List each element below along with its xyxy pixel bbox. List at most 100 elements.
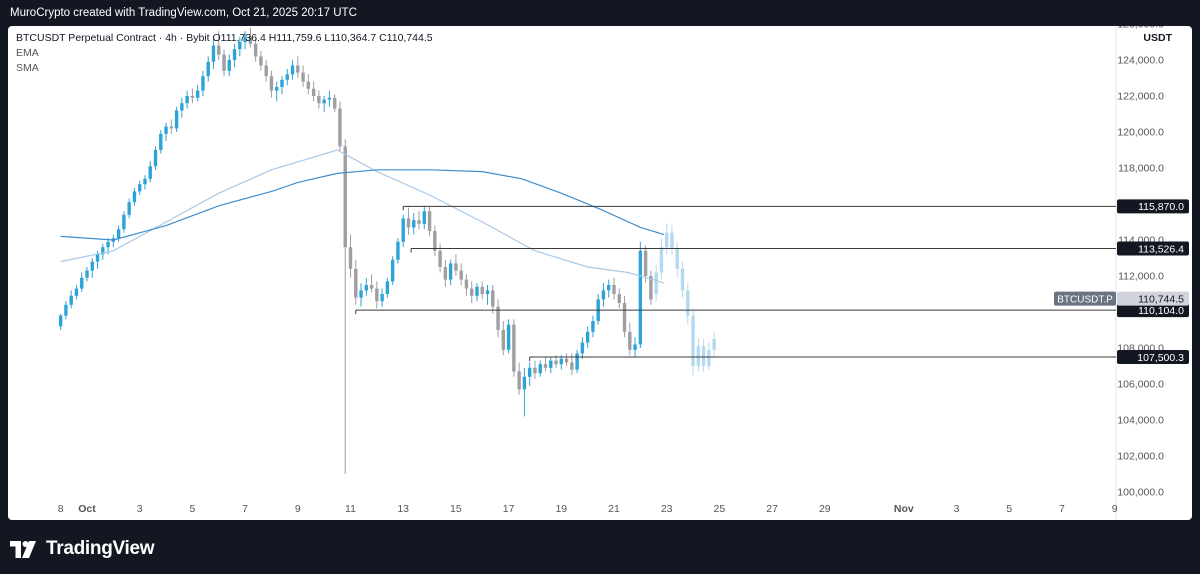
candle [438, 250, 442, 267]
candle [543, 364, 548, 368]
level-price-tag[interactable] [1117, 349, 1189, 364]
candle [248, 36, 253, 44]
candle [375, 288, 379, 302]
candle [290, 65, 295, 75]
level-price-tag[interactable] [1117, 241, 1189, 256]
footer-bar [0, 520, 1200, 574]
y-tick-label: 122,000.0 [1117, 91, 1164, 103]
legend-ohlc-row: BTCUSDT Perpetual Contract · 4h · Bybit … [16, 31, 433, 46]
tradingview-logo: TradingView [10, 538, 155, 560]
candle [433, 231, 437, 251]
x-tick-label: 15 [450, 503, 462, 515]
candle [348, 247, 353, 269]
projection-candle [707, 349, 711, 366]
candle [227, 60, 231, 71]
candle [585, 331, 590, 343]
x-tick-label: 9 [1112, 503, 1118, 515]
legend-ema[interactable]: EMA [16, 47, 39, 59]
candle [327, 97, 332, 100]
candle [354, 268, 358, 298]
candle [211, 45, 216, 62]
candle [506, 324, 511, 350]
candle [164, 126, 168, 134]
candle [122, 214, 126, 230]
candle [332, 97, 337, 109]
symbol-price-name: BTCUSDT.P [1057, 294, 1113, 305]
last-price-label: 110,744.5 [1138, 293, 1184, 305]
legend-symbol: BTCUSDT Perpetual Contract · 4h · Bybit [16, 32, 210, 44]
candle [285, 74, 289, 80]
projection-candle [701, 346, 706, 366]
x-tick-label: 23 [661, 503, 673, 515]
y-tick-label: 100,000.0 [1117, 487, 1164, 499]
attribution-text: MuroCrypto created with TradingView.com,… [10, 7, 357, 19]
candle [201, 76, 205, 91]
candle [575, 353, 579, 370]
x-tick-label: 7 [1059, 503, 1065, 515]
legend-open: O111,736.4 [212, 32, 266, 44]
sma-line [60, 149, 665, 284]
candle [148, 166, 152, 179]
x-tick-label: Nov [894, 503, 914, 515]
candle [343, 146, 347, 248]
candle [480, 286, 484, 294]
legend-close: C110,744.5 [379, 32, 433, 44]
x-tick-label: 11 [345, 503, 356, 515]
candle [259, 56, 263, 66]
level-price-label: 107,500.3 [1137, 352, 1184, 364]
candle [206, 61, 210, 77]
candle [159, 133, 163, 150]
candle [454, 263, 458, 271]
candle [190, 96, 195, 98]
x-tick-label: 27 [766, 503, 778, 515]
ema-line [60, 169, 665, 241]
y-tick-label: 106,000.0 [1117, 379, 1164, 391]
projection-candle [696, 346, 701, 366]
candle [127, 202, 131, 215]
candle [132, 191, 137, 203]
candle [264, 65, 268, 77]
candle [90, 261, 94, 271]
candle [501, 330, 506, 350]
candle [232, 49, 237, 60]
price-chart[interactable]: 100,000.0102,000.0104,000.0106,000.0108,… [8, 26, 1192, 520]
x-tick-label: 5 [189, 503, 195, 515]
level-price-tag[interactable] [1117, 199, 1189, 214]
candle [554, 360, 558, 365]
projection-candle [712, 339, 716, 350]
x-tick-label: 13 [397, 503, 409, 515]
candle [570, 362, 574, 370]
candle [238, 42, 242, 50]
level-price-tag[interactable] [1117, 303, 1189, 318]
candle [622, 303, 627, 332]
candle [359, 290, 363, 298]
x-tick-label: 9 [295, 503, 301, 515]
candle [296, 65, 300, 73]
candle [116, 229, 121, 239]
legend-high: H111,759.6 [268, 32, 322, 44]
chart-panel[interactable]: 100,000.0 102,000.0 104,000.0 106,000.0 108,… [8, 26, 1192, 520]
candle [485, 290, 490, 294]
candle [601, 290, 606, 300]
x-tick-label: 19 [555, 503, 567, 515]
legend-sma[interactable]: SMA [16, 62, 39, 74]
candle [464, 279, 469, 289]
y-tick-label: 104,000.0 [1117, 415, 1164, 427]
candle [633, 344, 637, 350]
candle [80, 277, 84, 289]
candle [580, 342, 585, 354]
candle [74, 288, 79, 296]
candle [143, 178, 147, 185]
x-tick-label: 5 [1006, 503, 1012, 515]
candle [306, 81, 311, 89]
candle [401, 218, 405, 242]
candle [243, 36, 247, 42]
candle [58, 315, 63, 327]
candle [269, 76, 274, 91]
symbol-price-tag [1054, 291, 1116, 306]
level-price-label: 110,104.0 [1138, 305, 1184, 317]
x-tick-label: 3 [954, 503, 960, 515]
candle [612, 285, 616, 294]
y-tick-label: 124,000.0 [1117, 55, 1164, 67]
candle [95, 254, 100, 262]
